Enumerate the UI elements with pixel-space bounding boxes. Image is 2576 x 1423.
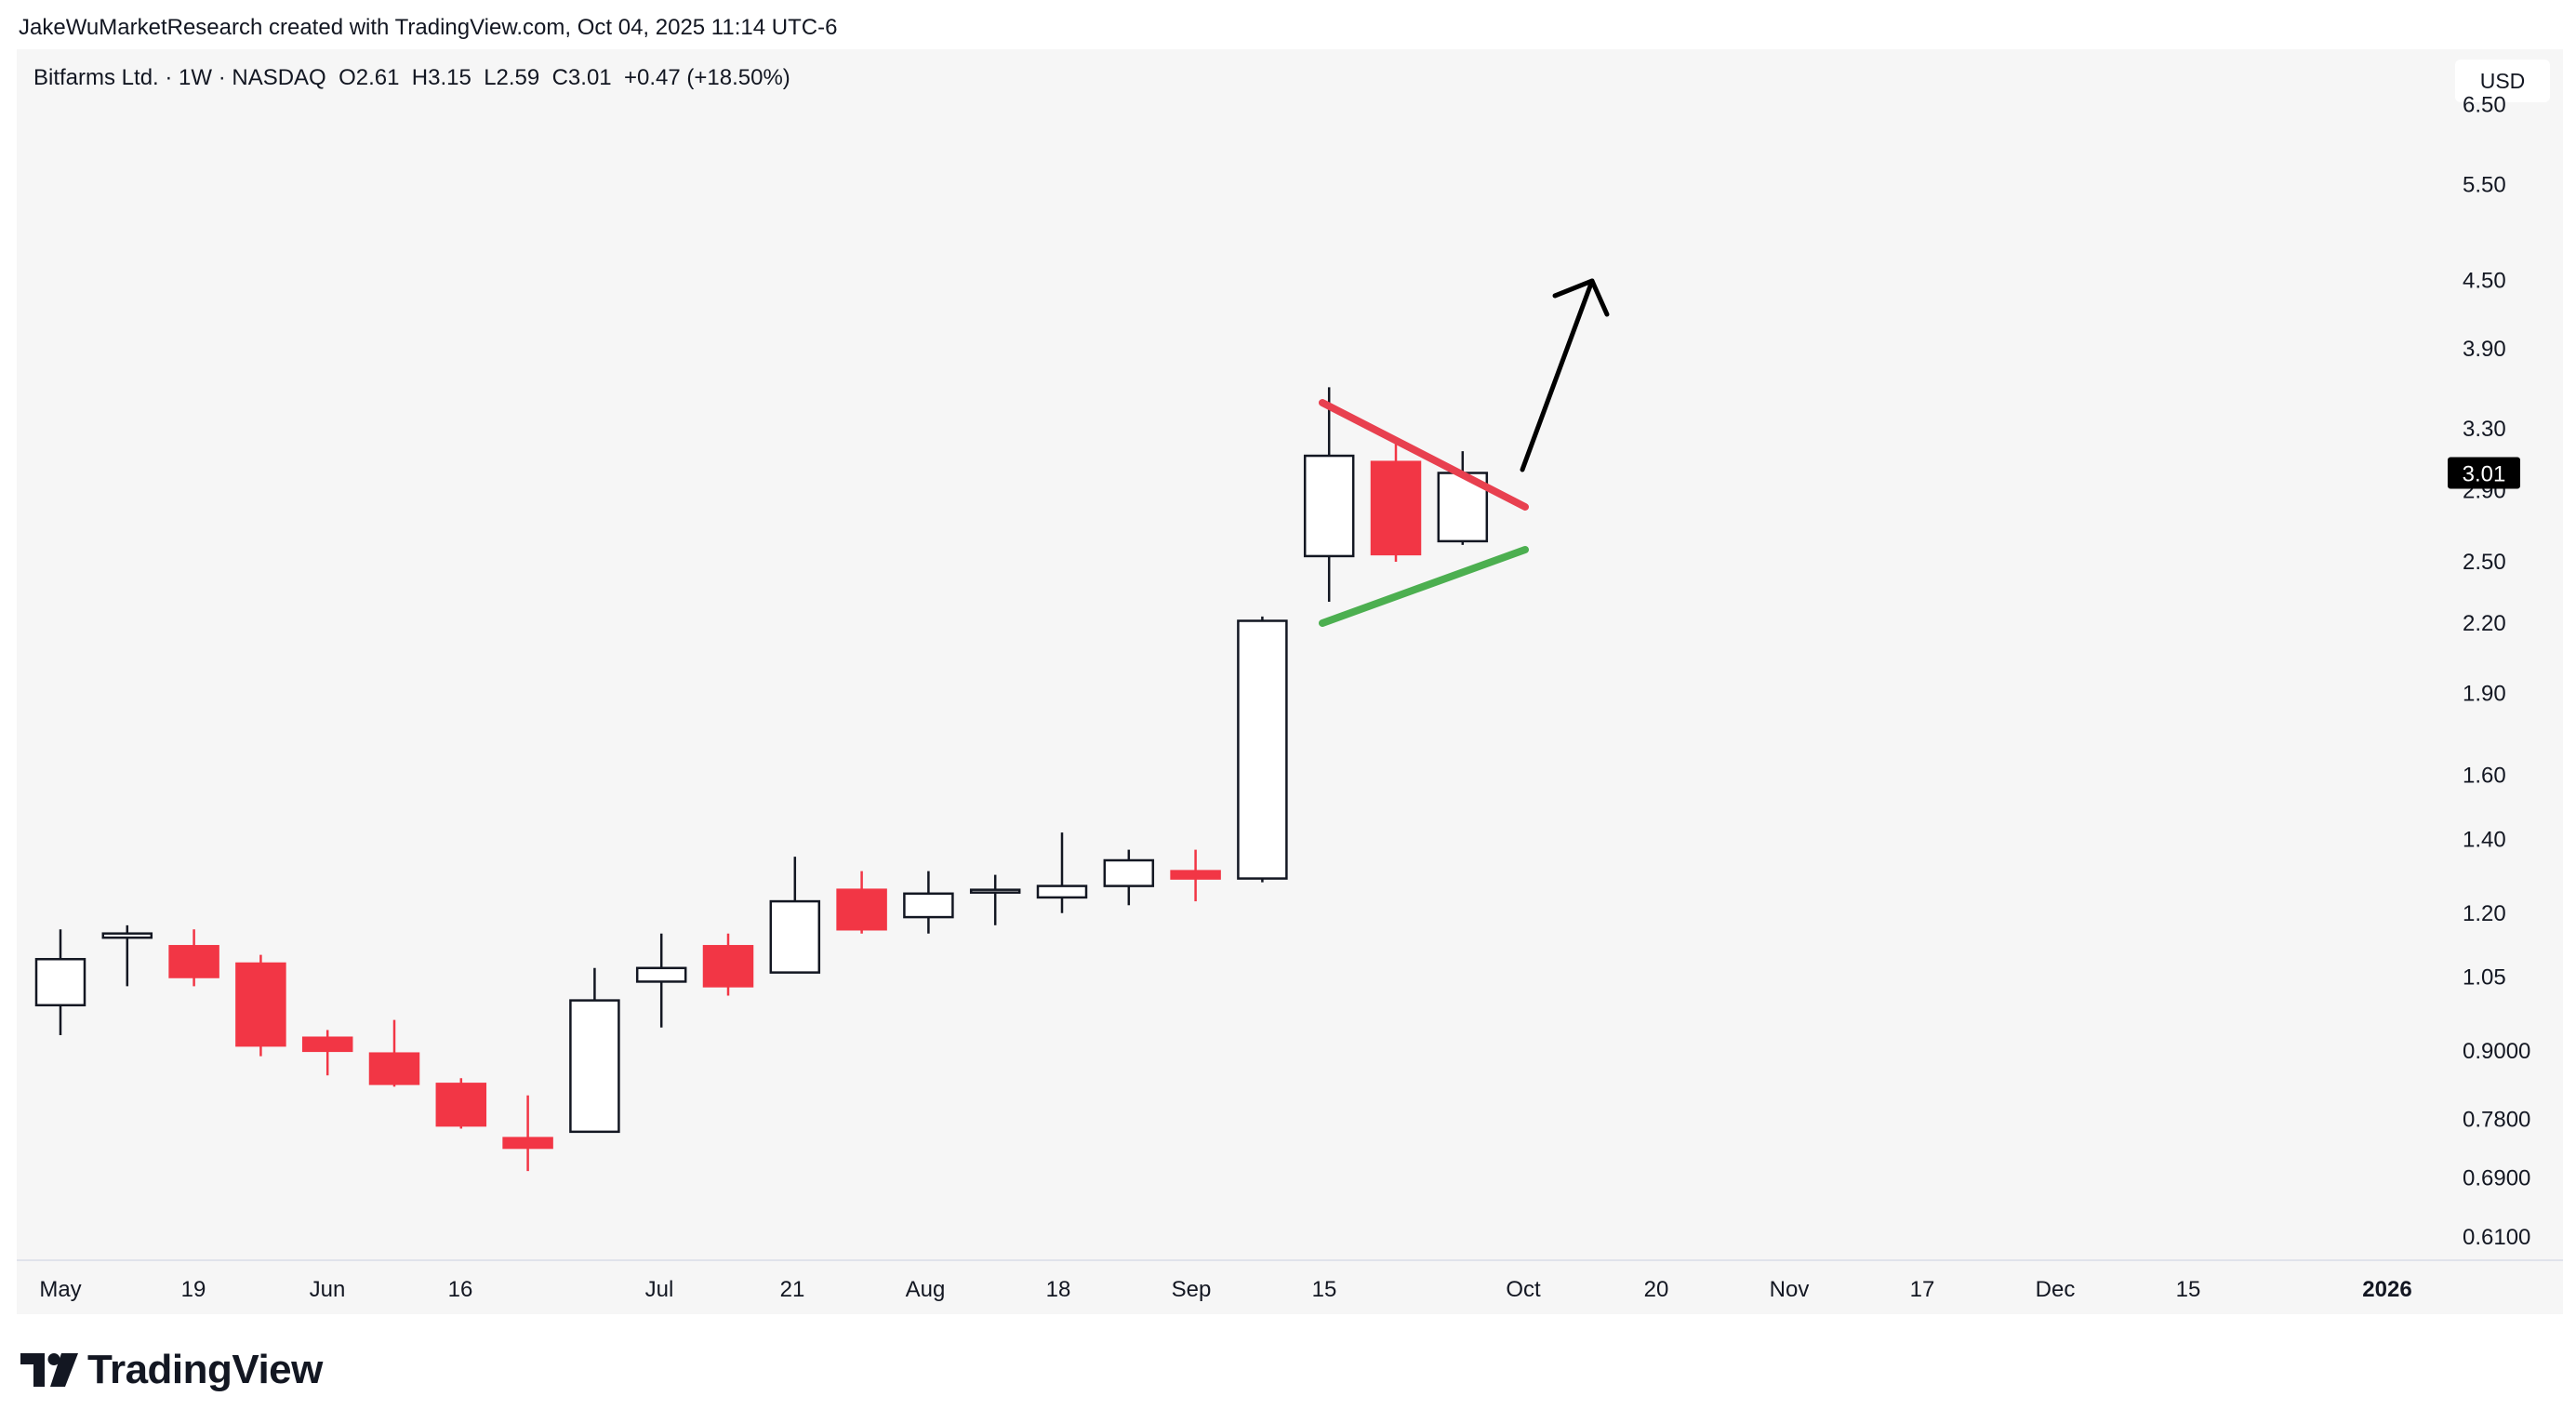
currency-button[interactable]: USD: [2455, 60, 2550, 102]
ohlc-open: O2.61: [339, 65, 400, 90]
chart-attribution: JakeWuMarketResearch created with Tradin…: [19, 15, 838, 40]
ohlc-high: H3.15: [411, 65, 471, 90]
tradingview-logo-icon: [20, 1353, 78, 1387]
chart-panel[interactable]: [17, 49, 2563, 1314]
price-change: +0.47 (+18.50%): [623, 65, 790, 90]
tradingview-logo[interactable]: TradingView: [20, 1347, 323, 1393]
symbol-name: Bitfarms Ltd. · 1W · NASDAQ: [33, 65, 326, 90]
tradingview-logo-text: TradingView: [87, 1347, 323, 1392]
ohlc-close: C3.01: [551, 65, 612, 90]
symbol-legend: Bitfarms Ltd. · 1W · NASDAQ O2.61 H3.15 …: [33, 65, 790, 91]
ohlc-low: L2.59: [484, 65, 540, 90]
